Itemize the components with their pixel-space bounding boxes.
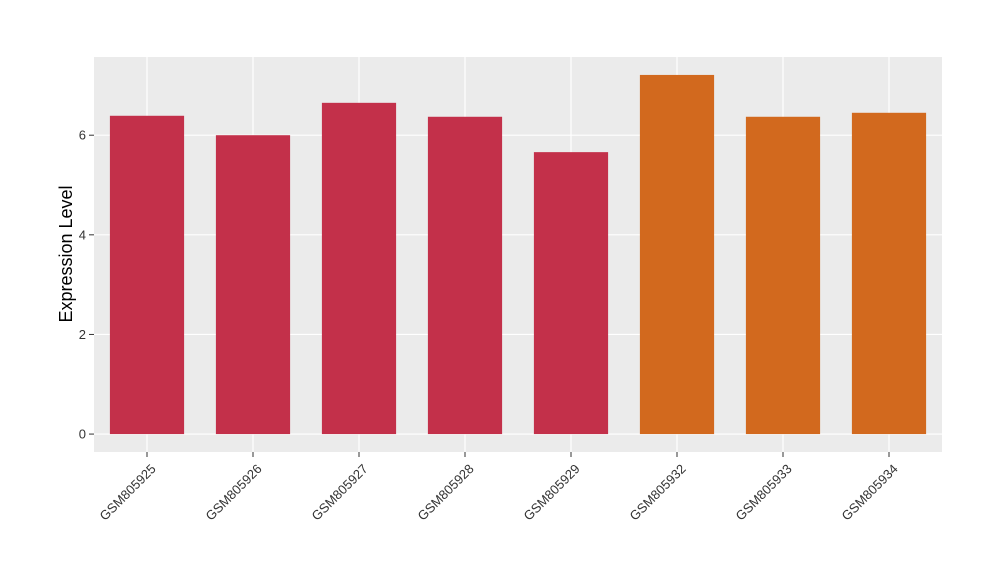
bar [851,112,927,435]
bar [215,135,291,435]
y-tick-label: 2 [79,327,86,342]
bar [533,152,609,435]
bar [639,74,715,435]
y-tick-label: 6 [79,128,86,143]
x-tick-label: GSM805927 [309,461,371,523]
y-tick-label: 0 [79,427,86,442]
x-tick-label: GSM805932 [627,461,689,523]
x-tick-label: GSM805934 [839,461,901,523]
y-axis-label: Expression Level [56,185,76,322]
x-tick-label: GSM805926 [203,461,265,523]
x-tick-label: GSM805929 [521,461,583,523]
bar [427,116,503,435]
bar [321,102,397,435]
bar [745,116,821,435]
x-tick-label: GSM805925 [97,461,159,523]
x-tick-label: GSM805928 [415,461,477,523]
x-tick-label: GSM805933 [733,461,795,523]
y-tick-label: 4 [79,227,86,242]
bar [109,115,185,435]
